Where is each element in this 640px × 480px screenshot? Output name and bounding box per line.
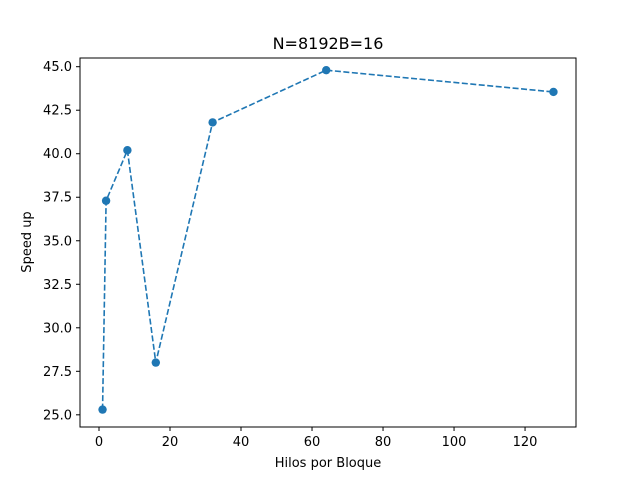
- data-point: [151, 358, 161, 367]
- y-tick-label: 42.5: [43, 104, 72, 119]
- x-tick-label: 0: [95, 435, 103, 450]
- y-tick-label: 32.5: [43, 278, 72, 293]
- axes-frame: [79, 57, 577, 428]
- y-tick-label: 45.0: [43, 60, 72, 75]
- data-point: [123, 146, 132, 155]
- data-point: [208, 118, 217, 127]
- chart-title: N=8192B=16: [273, 34, 384, 53]
- x-axis-label: Hilos por Bloque: [275, 456, 382, 471]
- x-tick-label: 20: [162, 435, 179, 450]
- y-tick-label: 25.0: [43, 408, 72, 423]
- y-tick-label: 40.0: [43, 147, 72, 162]
- data-point: [101, 196, 111, 205]
- data-point: [98, 405, 107, 414]
- y-tick-label: 30.0: [43, 321, 72, 336]
- x-tick-label: 80: [375, 435, 392, 450]
- data-point: [549, 87, 558, 97]
- x-tick-label: 120: [513, 435, 538, 450]
- x-tick-label: 60: [304, 435, 321, 450]
- y-tick-label: 37.5: [43, 191, 72, 206]
- plot-area: 0 20 40 60 80 100 120 25.0 27.5 30.0 32.5 35.0 37.5 4…: [43, 57, 577, 450]
- y-axis-label: Speed up: [20, 211, 35, 272]
- x-tick-label: 100: [442, 435, 467, 450]
- x-tick-label: 40: [233, 435, 250, 450]
- data-point: [322, 65, 331, 75]
- y-tick-label: 27.5: [43, 365, 72, 380]
- y-tick-label: 35.0: [43, 234, 72, 249]
